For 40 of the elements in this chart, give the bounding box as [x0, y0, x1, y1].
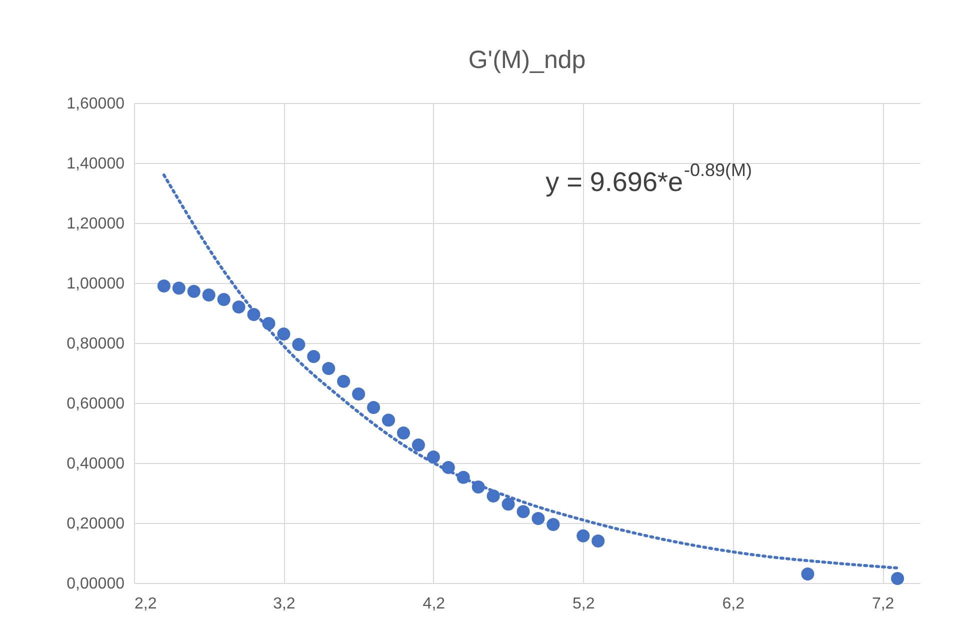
point	[516, 505, 530, 518]
y-tick-label: 1,00000	[66, 276, 125, 292]
y-tick-label: 1,20000	[66, 216, 125, 232]
x-tick-label: 2,2	[134, 596, 157, 612]
x-tick-label: 7,2	[872, 596, 894, 612]
point	[172, 282, 186, 295]
point	[532, 512, 545, 526]
point	[307, 350, 320, 364]
y-tick-label: 0,60000	[66, 396, 125, 412]
point	[576, 529, 590, 542]
point	[367, 400, 380, 414]
x-tick-label: 5,2	[572, 596, 595, 612]
point	[382, 414, 396, 427]
point	[412, 438, 425, 452]
y-tick-label: 1,60000	[66, 96, 125, 112]
point	[202, 288, 216, 302]
y-tick-label: 0,80000	[66, 336, 125, 352]
point	[352, 387, 366, 401]
point	[157, 279, 170, 293]
point	[592, 534, 605, 548]
point	[396, 426, 410, 440]
point	[801, 567, 814, 581]
point	[502, 498, 515, 511]
y-tick-label: 0,00000	[66, 576, 125, 592]
point	[337, 374, 350, 388]
x-tick-label: 4,2	[422, 596, 446, 612]
x-tick-label: 3,2	[273, 596, 296, 612]
point	[187, 284, 200, 298]
x-tick-label: 6,2	[722, 596, 745, 612]
y-tick-label: 0,40000	[66, 456, 125, 472]
point	[891, 572, 904, 586]
point	[217, 292, 230, 306]
point	[277, 327, 290, 341]
y-tick-label: 1,40000	[66, 156, 125, 172]
y-tick-label: 0,20000	[66, 516, 125, 532]
point	[546, 518, 560, 532]
chart-title: G'(M)_ndp	[468, 46, 586, 74]
point	[322, 362, 336, 376]
point	[232, 300, 246, 314]
point	[292, 338, 306, 352]
